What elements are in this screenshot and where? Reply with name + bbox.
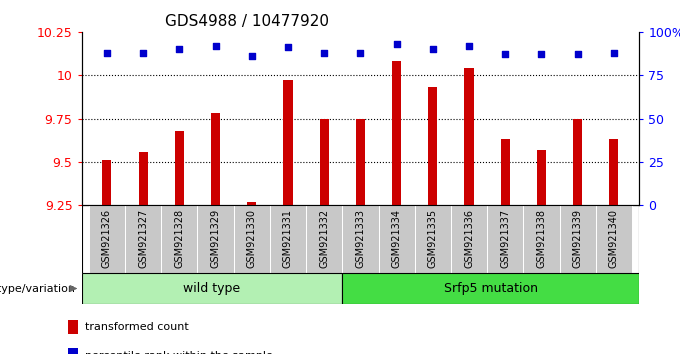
Bar	[379, 205, 415, 273]
Text: genotype/variation: genotype/variation	[0, 284, 75, 293]
Point	[500, 52, 511, 57]
Bar	[82, 273, 342, 304]
Text: GSM921338: GSM921338	[537, 209, 547, 268]
Bar	[284, 80, 292, 205]
Text: GSM921339: GSM921339	[573, 209, 583, 268]
Point	[174, 46, 185, 52]
Bar	[487, 205, 524, 273]
Bar	[68, 348, 78, 354]
Text: GDS4988 / 10477920: GDS4988 / 10477920	[165, 14, 329, 29]
Point	[391, 41, 402, 47]
Text: Srfp5 mutation: Srfp5 mutation	[443, 282, 537, 295]
Bar	[211, 113, 220, 205]
Text: GSM921337: GSM921337	[500, 209, 510, 268]
Text: GSM921333: GSM921333	[356, 209, 365, 268]
Bar	[500, 139, 510, 205]
Bar	[342, 205, 379, 273]
Text: GSM921334: GSM921334	[392, 209, 402, 268]
Bar	[609, 139, 618, 205]
Bar	[342, 273, 639, 304]
Point	[246, 53, 257, 59]
Point	[210, 43, 221, 48]
Point	[464, 43, 475, 48]
Text: GSM921335: GSM921335	[428, 209, 438, 268]
Bar	[125, 205, 161, 273]
Bar	[392, 61, 401, 205]
Text: GSM921328: GSM921328	[174, 209, 184, 268]
Point	[355, 50, 366, 56]
Bar	[161, 205, 197, 273]
Bar	[524, 205, 560, 273]
Text: GSM921327: GSM921327	[138, 209, 148, 268]
Point	[536, 52, 547, 57]
Text: GSM921331: GSM921331	[283, 209, 293, 268]
Bar	[464, 68, 473, 205]
Text: GSM921330: GSM921330	[247, 209, 257, 268]
Bar	[306, 205, 342, 273]
Text: GSM921336: GSM921336	[464, 209, 474, 268]
Text: percentile rank within the sample: percentile rank within the sample	[85, 351, 273, 354]
Text: GSM921329: GSM921329	[211, 209, 220, 268]
Bar	[573, 119, 582, 205]
Bar	[248, 202, 256, 205]
Bar	[537, 150, 546, 205]
Bar	[89, 205, 125, 273]
Point	[138, 50, 149, 56]
Bar	[197, 205, 234, 273]
Bar	[415, 205, 451, 273]
Point	[319, 50, 330, 56]
Bar	[596, 205, 632, 273]
Point	[572, 52, 583, 57]
Bar	[139, 152, 148, 205]
Bar	[451, 205, 487, 273]
Point	[609, 50, 619, 56]
Bar	[320, 119, 328, 205]
Point	[283, 45, 294, 50]
Bar	[234, 205, 270, 273]
Text: wild type: wild type	[183, 282, 240, 295]
Point	[427, 46, 438, 52]
Point	[101, 50, 112, 56]
Bar	[560, 205, 596, 273]
Text: GSM921340: GSM921340	[609, 209, 619, 268]
Bar	[68, 320, 78, 334]
Bar	[428, 87, 437, 205]
Bar	[270, 205, 306, 273]
Bar	[103, 160, 112, 205]
Bar	[356, 119, 365, 205]
Text: transformed count: transformed count	[85, 322, 189, 332]
Bar	[175, 131, 184, 205]
Text: GSM921326: GSM921326	[102, 209, 112, 268]
Text: GSM921332: GSM921332	[319, 209, 329, 268]
